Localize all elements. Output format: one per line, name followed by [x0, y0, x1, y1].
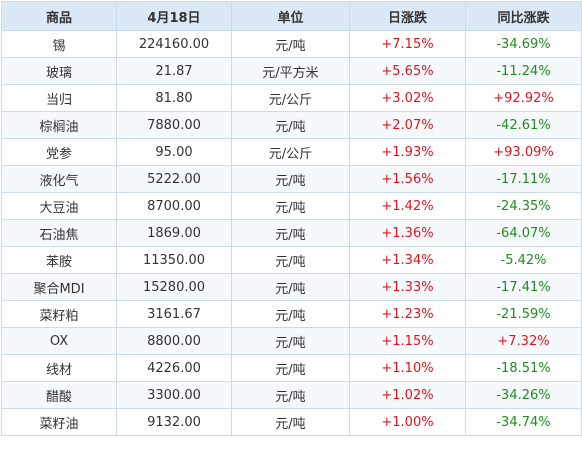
table-row: 线材 4226.00 元/吨 +1.10% -18.51% [1, 354, 582, 382]
price-cell: 8800.00 [116, 327, 232, 355]
commodity-cell: 液化气 [1, 165, 117, 193]
table-row: 大豆油 8700.00 元/吨 +1.42% -24.35% [1, 192, 582, 220]
commodity-cell: 菜籽粕 [1, 300, 117, 328]
table-row: 液化气 5222.00 元/吨 +1.56% -17.11% [1, 165, 582, 193]
price-cell: 224160.00 [116, 30, 232, 58]
header-date-price: 4月18日 [116, 1, 232, 31]
price-cell: 81.80 [116, 84, 232, 112]
yoy-change-cell: -64.07% [465, 219, 582, 247]
table-row: 玻璃 21.87 元/平方米 +5.65% -11.24% [1, 57, 582, 85]
price-cell: 21.87 [116, 57, 232, 85]
commodity-cell: 大豆油 [1, 192, 117, 220]
commodity-cell: 聚合MDI [1, 273, 117, 301]
yoy-change-cell: +7.32% [465, 327, 582, 355]
header-commodity: 商品 [1, 1, 117, 31]
yoy-change-cell: -34.69% [465, 30, 582, 58]
daily-change-cell: +1.00% [349, 408, 466, 436]
unit-cell: 元/吨 [231, 246, 350, 274]
price-cell: 3161.67 [116, 300, 232, 328]
daily-change-cell: +1.33% [349, 273, 466, 301]
header-row: 商品 4月18日 单位 日涨跌 同比涨跌 [1, 1, 582, 31]
price-cell: 7880.00 [116, 111, 232, 139]
commodity-cell: 锡 [1, 30, 117, 58]
yoy-change-cell: -21.59% [465, 300, 582, 328]
commodity-cell: 玻璃 [1, 57, 117, 85]
daily-change-cell: +3.02% [349, 84, 466, 112]
commodity-cell: 醋酸 [1, 381, 117, 409]
daily-change-cell: +1.10% [349, 354, 466, 382]
header-yoy-change: 同比涨跌 [465, 1, 582, 31]
daily-change-cell: +1.15% [349, 327, 466, 355]
price-cell: 8700.00 [116, 192, 232, 220]
daily-change-cell: +1.23% [349, 300, 466, 328]
unit-cell: 元/吨 [231, 192, 350, 220]
yoy-change-cell: -42.61% [465, 111, 582, 139]
table-row: OX 8800.00 元/吨 +1.15% +7.32% [1, 327, 582, 355]
unit-cell: 元/平方米 [231, 57, 350, 85]
daily-change-cell: +1.02% [349, 381, 466, 409]
commodity-cell: OX [1, 327, 117, 355]
table-body: 锡 224160.00 元/吨 +7.15% -34.69% 玻璃 21.87 元/平方米 +5… [1, 30, 582, 436]
header-unit: 单位 [231, 1, 350, 31]
unit-cell: 元/吨 [231, 327, 350, 355]
yoy-change-cell: -18.51% [465, 354, 582, 382]
unit-cell: 元/吨 [231, 273, 350, 301]
table-row: 锡 224160.00 元/吨 +7.15% -34.69% [1, 30, 582, 58]
unit-cell: 元/吨 [231, 354, 350, 382]
unit-cell: 元/吨 [231, 219, 350, 247]
daily-change-cell: +1.34% [349, 246, 466, 274]
unit-cell: 元/公斤 [231, 84, 350, 112]
price-cell: 4226.00 [116, 354, 232, 382]
commodity-cell: 菜籽油 [1, 408, 117, 436]
yoy-change-cell: -17.11% [465, 165, 582, 193]
unit-cell: 元/吨 [231, 300, 350, 328]
price-cell: 15280.00 [116, 273, 232, 301]
price-cell: 11350.00 [116, 246, 232, 274]
yoy-change-cell: -34.26% [465, 381, 582, 409]
table-row: 党参 95.00 元/公斤 +1.93% +93.09% [1, 138, 582, 166]
yoy-change-cell: +92.92% [465, 84, 582, 112]
commodity-cell: 线材 [1, 354, 117, 382]
yoy-change-cell: -34.74% [465, 408, 582, 436]
commodity-price-table: 商品 4月18日 单位 日涨跌 同比涨跌 锡 224160.00 元/吨 +7.15%… [1, 1, 582, 436]
daily-change-cell: +1.36% [349, 219, 466, 247]
daily-change-cell: +1.42% [349, 192, 466, 220]
table-row: 棕榈油 7880.00 元/吨 +2.07% -42.61% [1, 111, 582, 139]
yoy-change-cell: -24.35% [465, 192, 582, 220]
table-header: 商品 4月18日 单位 日涨跌 同比涨跌 [1, 1, 582, 31]
price-cell: 95.00 [116, 138, 232, 166]
unit-cell: 元/吨 [231, 408, 350, 436]
commodity-cell: 苯胺 [1, 246, 117, 274]
commodity-cell: 党参 [1, 138, 117, 166]
commodity-cell: 棕榈油 [1, 111, 117, 139]
price-cell: 9132.00 [116, 408, 232, 436]
daily-change-cell: +1.93% [349, 138, 466, 166]
yoy-change-cell: -17.41% [465, 273, 582, 301]
unit-cell: 元/吨 [231, 165, 350, 193]
unit-cell: 元/吨 [231, 111, 350, 139]
commodity-cell: 当归 [1, 84, 117, 112]
unit-cell: 元/公斤 [231, 138, 350, 166]
price-cell: 5222.00 [116, 165, 232, 193]
yoy-change-cell: -5.42% [465, 246, 582, 274]
daily-change-cell: +1.56% [349, 165, 466, 193]
yoy-change-cell: -11.24% [465, 57, 582, 85]
header-daily-change: 日涨跌 [349, 1, 466, 31]
commodity-cell: 石油焦 [1, 219, 117, 247]
yoy-change-cell: +93.09% [465, 138, 582, 166]
table-row: 石油焦 1869.00 元/吨 +1.36% -64.07% [1, 219, 582, 247]
price-cell: 1869.00 [116, 219, 232, 247]
table-row: 当归 81.80 元/公斤 +3.02% +92.92% [1, 84, 582, 112]
daily-change-cell: +7.15% [349, 30, 466, 58]
unit-cell: 元/吨 [231, 30, 350, 58]
table-row: 苯胺 11350.00 元/吨 +1.34% -5.42% [1, 246, 582, 274]
table-row: 醋酸 3300.00 元/吨 +1.02% -34.26% [1, 381, 582, 409]
table-row: 菜籽粕 3161.67 元/吨 +1.23% -21.59% [1, 300, 582, 328]
price-cell: 3300.00 [116, 381, 232, 409]
table-row: 聚合MDI 15280.00 元/吨 +1.33% -17.41% [1, 273, 582, 301]
table-row: 菜籽油 9132.00 元/吨 +1.00% -34.74% [1, 408, 582, 436]
daily-change-cell: +5.65% [349, 57, 466, 85]
daily-change-cell: +2.07% [349, 111, 466, 139]
unit-cell: 元/吨 [231, 381, 350, 409]
